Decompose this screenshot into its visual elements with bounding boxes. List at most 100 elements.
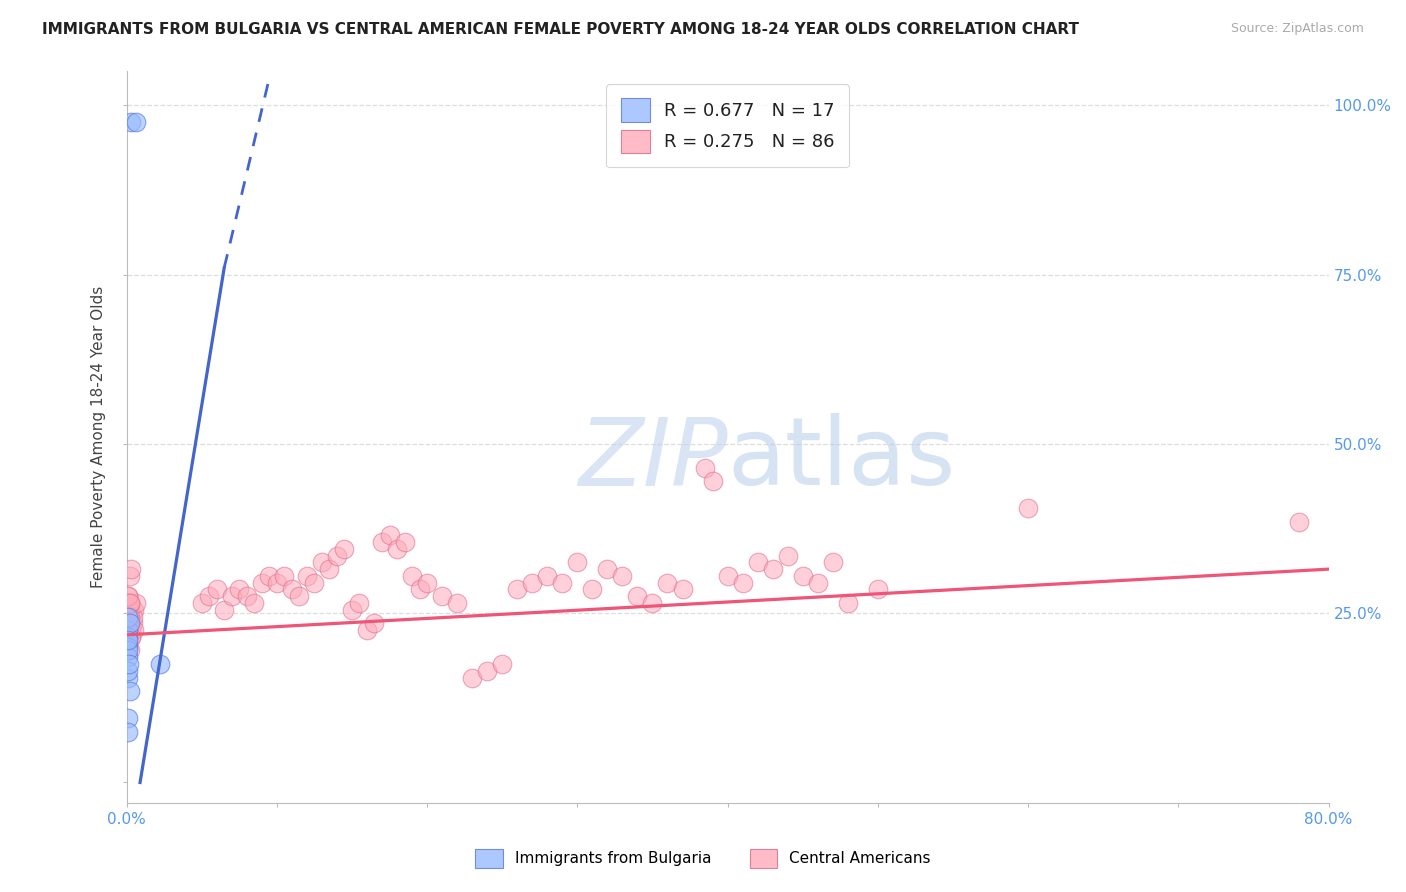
Point [641, 596, 664, 610]
Point [378, 528, 401, 542]
Point [318, 562, 340, 576]
Text: Source: ZipAtlas.com: Source: ZipAtlas.com [1230, 22, 1364, 36]
Point [363, 616, 385, 631]
Point [122, 603, 145, 617]
Point [776, 549, 799, 563]
Point [581, 582, 603, 597]
Point [117, 616, 139, 631]
Point [118, 609, 141, 624]
Point [491, 657, 513, 671]
Point [122, 623, 145, 637]
Point [1288, 515, 1310, 529]
Point [356, 623, 378, 637]
Point [117, 589, 139, 603]
Point [117, 650, 139, 665]
Point [117, 711, 139, 725]
Point [124, 596, 146, 610]
Point [118, 569, 141, 583]
Point [340, 603, 363, 617]
Point [596, 562, 619, 576]
Point [117, 640, 139, 654]
Point [121, 609, 143, 624]
Point [117, 623, 139, 637]
Point [228, 582, 250, 597]
Point [117, 724, 139, 739]
Point [259, 569, 281, 583]
Point [235, 589, 259, 603]
Point [149, 657, 172, 671]
Point [118, 684, 141, 698]
Point [461, 671, 484, 685]
Point [657, 575, 679, 590]
Point [551, 575, 574, 590]
Point [120, 562, 142, 576]
Point [326, 549, 349, 563]
Point [1017, 501, 1039, 516]
Point [118, 616, 141, 631]
Point [702, 474, 724, 488]
Point [401, 569, 423, 583]
Point [394, 535, 416, 549]
Point [250, 575, 273, 590]
Point [118, 596, 141, 610]
Point [117, 603, 139, 617]
Point [117, 630, 139, 644]
Point [792, 569, 814, 583]
Point [416, 575, 439, 590]
Point [221, 589, 243, 603]
Point [430, 589, 453, 603]
Point [117, 623, 139, 637]
Point [408, 582, 430, 597]
Point [120, 630, 142, 644]
Point [120, 115, 142, 129]
Point [385, 541, 408, 556]
Text: IMMIGRANTS FROM BULGARIA VS CENTRAL AMERICAN FEMALE POVERTY AMONG 18-24 YEAR OLD: IMMIGRANTS FROM BULGARIA VS CENTRAL AMER… [42, 22, 1080, 37]
Legend: Immigrants from Bulgaria, Central Americans: Immigrants from Bulgaria, Central Americ… [470, 843, 936, 873]
Point [371, 535, 394, 549]
Point [117, 637, 139, 651]
Point [198, 589, 221, 603]
Point [522, 575, 544, 590]
Point [266, 575, 288, 590]
Point [117, 596, 139, 610]
Point [731, 575, 754, 590]
Point [475, 664, 498, 678]
Text: ZIP: ZIP [578, 414, 728, 505]
Point [536, 569, 558, 583]
Point [281, 582, 304, 597]
Point [190, 596, 212, 610]
Point [117, 664, 139, 678]
Point [837, 596, 859, 610]
Point [747, 555, 769, 569]
Point [243, 596, 266, 610]
Point [333, 541, 356, 556]
Point [506, 582, 529, 597]
Point [120, 630, 142, 644]
Point [117, 596, 139, 610]
Point [273, 569, 295, 583]
Point [124, 115, 146, 129]
Point [446, 596, 468, 610]
Point [288, 589, 311, 603]
Point [821, 555, 844, 569]
Point [205, 582, 228, 597]
Point [117, 589, 139, 603]
Point [120, 623, 142, 637]
Point [693, 460, 716, 475]
Point [807, 575, 830, 590]
Point [716, 569, 740, 583]
Point [762, 562, 785, 576]
Point [121, 616, 143, 631]
Point [118, 643, 141, 657]
Point [117, 609, 139, 624]
Point [117, 630, 139, 644]
Text: atlas: atlas [728, 413, 956, 505]
Point [567, 555, 589, 569]
Point [118, 657, 141, 671]
Point [311, 555, 333, 569]
Point [612, 569, 634, 583]
Point [117, 633, 139, 648]
Point [117, 643, 139, 657]
Point [671, 582, 693, 597]
Point [117, 609, 139, 624]
